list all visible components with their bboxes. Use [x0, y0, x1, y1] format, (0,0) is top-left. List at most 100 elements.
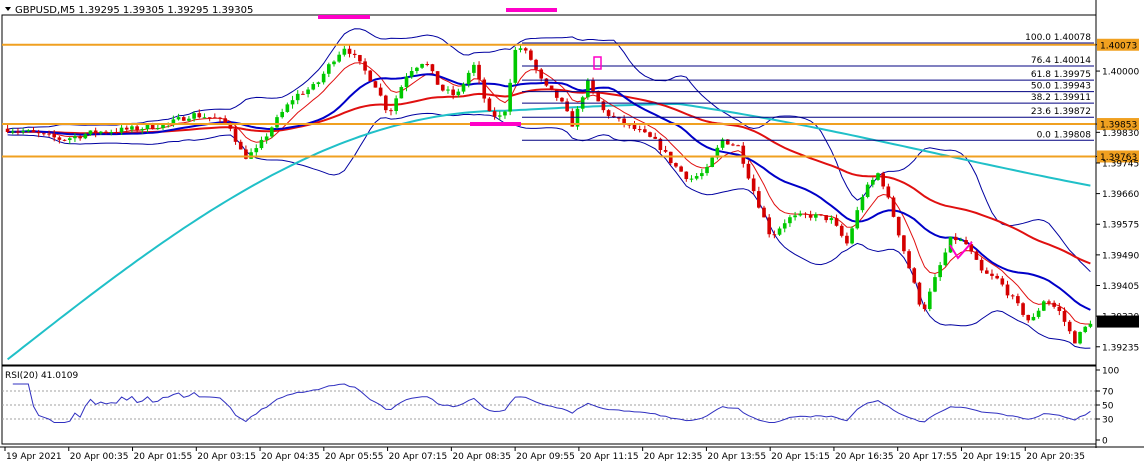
- candle: [295, 90, 300, 105]
- candle-body: [26, 130, 31, 132]
- candle: [358, 54, 362, 65]
- candle-body: [746, 163, 751, 179]
- candle: [1031, 313, 1036, 321]
- selection-marker: [593, 56, 602, 70]
- candle-body: [539, 69, 544, 79]
- candle-body: [679, 166, 683, 172]
- candle: [435, 71, 440, 85]
- candle: [21, 128, 25, 135]
- candle-body: [881, 173, 885, 187]
- candle: [140, 127, 145, 134]
- candle: [213, 113, 217, 119]
- candle-body: [301, 93, 305, 95]
- price-panel[interactable]: 100.0 1.40078 76.4 1.40014 61.8 1.39975 50.…: [1, 8, 1097, 366]
- candle-body: [36, 131, 41, 134]
- candle: [114, 128, 119, 135]
- candle-body: [270, 127, 274, 137]
- candle-body: [280, 111, 284, 118]
- candle: [238, 139, 243, 150]
- candle-body: [1005, 284, 1010, 296]
- price-tick-label: 1.39830: [1102, 129, 1139, 139]
- candle: [808, 210, 813, 221]
- candle: [637, 125, 642, 133]
- candle-body: [643, 129, 647, 133]
- candle-body: [943, 252, 948, 266]
- candle-body: [456, 91, 461, 96]
- candle: [311, 81, 316, 91]
- candle-body: [176, 117, 181, 120]
- candle-body: [1067, 321, 1072, 332]
- candle: [964, 236, 968, 245]
- time-tick-label: 20 Apr 09:55: [516, 452, 575, 462]
- candle: [472, 62, 476, 77]
- candle: [959, 237, 963, 242]
- candle: [990, 269, 994, 280]
- fib-level-label: 38.2 1.39911: [1031, 93, 1091, 103]
- candle: [653, 132, 658, 140]
- candle-body: [10, 131, 15, 133]
- candle-body: [218, 117, 222, 119]
- candle-body: [736, 145, 740, 147]
- price-tick-label: 1.40000: [1102, 68, 1139, 78]
- candle: [663, 145, 668, 153]
- time-tick-label: 20 Apr 19:15: [962, 452, 1021, 462]
- candle: [902, 234, 906, 254]
- candle: [197, 109, 202, 119]
- rsi-label: RSI(20) 41.0109: [5, 371, 78, 381]
- candle: [518, 44, 523, 53]
- candle: [104, 130, 108, 135]
- candle: [275, 114, 279, 129]
- candle-body: [497, 115, 502, 117]
- candle-body: [321, 73, 326, 83]
- candle-body: [725, 139, 730, 145]
- candle-body: [425, 63, 430, 65]
- candle-body: [290, 100, 295, 105]
- candle: [855, 206, 860, 230]
- candle: [93, 127, 98, 138]
- candle: [420, 63, 424, 69]
- candle-body: [622, 118, 626, 125]
- candle: [757, 186, 761, 209]
- candle-body: [544, 78, 549, 86]
- candle: [270, 126, 274, 139]
- candle-body: [596, 90, 601, 102]
- candle: [1078, 331, 1082, 345]
- candle: [529, 48, 533, 61]
- candle: [896, 216, 901, 238]
- candle-body: [207, 117, 212, 119]
- symbol-line: GBPUSD,M5 1.39295 1.39305 1.39295 1.3930…: [15, 5, 253, 16]
- candle-body: [264, 136, 269, 140]
- candle: [145, 124, 150, 133]
- candle-body: [979, 259, 984, 271]
- candle: [290, 95, 295, 109]
- candle: [67, 136, 72, 145]
- candle-body: [684, 171, 689, 180]
- candle-body: [461, 84, 466, 92]
- candle-body: [140, 129, 145, 131]
- candle: [979, 257, 984, 274]
- candle-body: [710, 157, 715, 167]
- candle-body: [347, 48, 352, 54]
- candle-body: [850, 228, 854, 244]
- current-price-label: 1.39305: [1100, 318, 1137, 328]
- price-level-tag-label: 1.39853: [1100, 121, 1137, 131]
- candle: [870, 177, 875, 188]
- candle-body: [767, 217, 772, 235]
- candle-body: [415, 67, 419, 72]
- price-level-tag: [1097, 118, 1139, 131]
- candle-body: [88, 130, 93, 135]
- candle-body: [99, 131, 103, 134]
- triangle-down-icon[interactable]: [5, 7, 11, 11]
- candle-body: [829, 218, 834, 221]
- candle-body: [705, 166, 709, 174]
- candle: [16, 128, 20, 135]
- candle: [62, 139, 67, 142]
- candle: [850, 226, 854, 245]
- candle: [10, 128, 15, 135]
- candle-body: [653, 136, 658, 139]
- candle: [922, 301, 927, 312]
- candle-body: [896, 216, 901, 236]
- candle: [337, 51, 341, 63]
